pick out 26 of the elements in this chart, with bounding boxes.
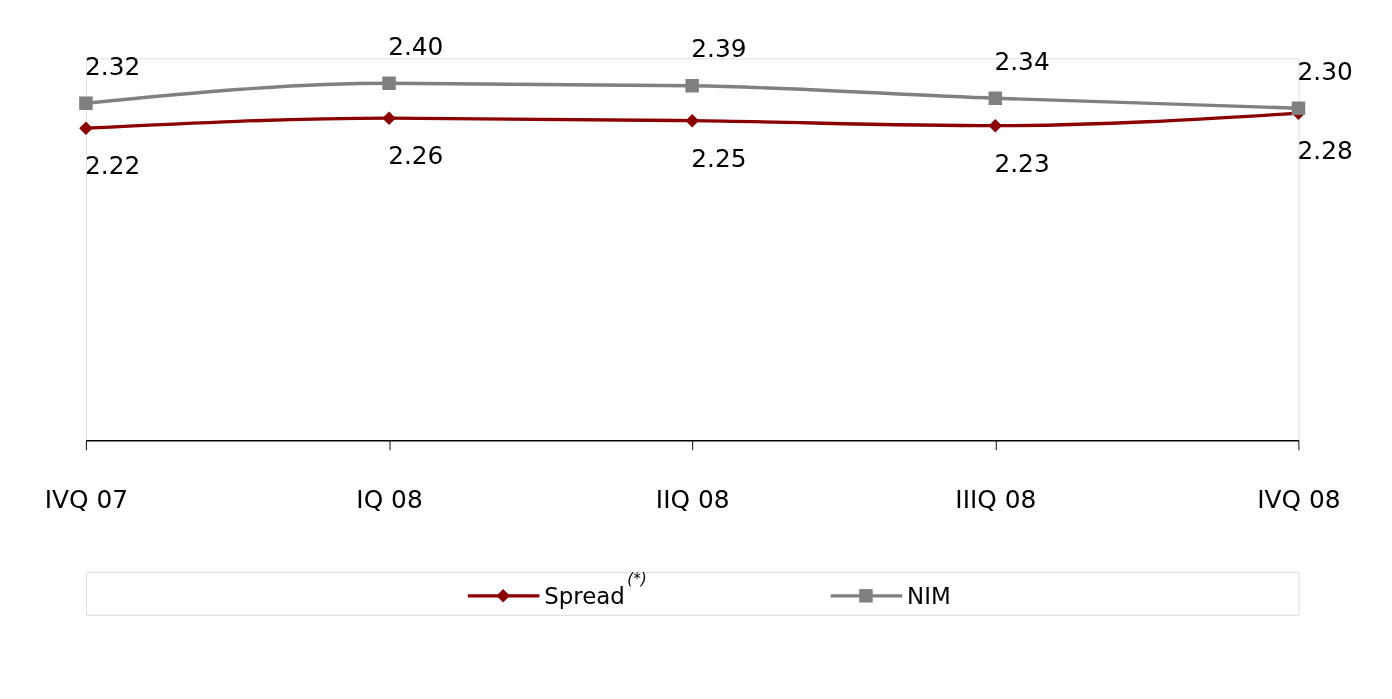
data-label: 2.28: [1297, 136, 1353, 166]
data-label: 2.39: [691, 34, 747, 64]
data-label: 2.23: [994, 148, 1050, 178]
data-label: 2.26: [388, 141, 444, 171]
x-tick-label: IVQ 07: [44, 485, 129, 515]
point: [79, 96, 93, 110]
data-label: 2.22: [85, 151, 141, 181]
data-label: 2.30: [1297, 56, 1353, 86]
legend-label: Spread(*): [544, 570, 647, 610]
point: [382, 76, 396, 90]
x-tick-label: IQ 08: [356, 485, 423, 515]
point: [685, 113, 699, 128]
data-label: 2.34: [994, 46, 1050, 76]
legend-label: NIM: [907, 583, 951, 610]
data-label: 2.25: [691, 143, 747, 173]
point: [988, 91, 1003, 105]
point: [685, 79, 699, 93]
point: [988, 118, 1003, 133]
x-tick-label: IIQ 08: [655, 485, 730, 515]
point: [79, 121, 93, 135]
x-tick-label: IIIQ 08: [955, 485, 1037, 515]
point: [382, 111, 396, 125]
x-tick-label: IVQ 08: [1257, 485, 1341, 515]
point: [1291, 101, 1306, 115]
data-label: 2.32: [85, 51, 141, 81]
data-label: 2.40: [388, 31, 444, 61]
